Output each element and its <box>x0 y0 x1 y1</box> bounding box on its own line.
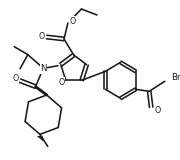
Text: O: O <box>59 78 65 87</box>
Text: O: O <box>39 32 45 40</box>
Text: O: O <box>12 74 18 83</box>
Text: N: N <box>40 64 47 73</box>
Text: O: O <box>70 16 76 25</box>
Text: O: O <box>155 106 161 115</box>
Text: Br: Br <box>171 73 180 82</box>
